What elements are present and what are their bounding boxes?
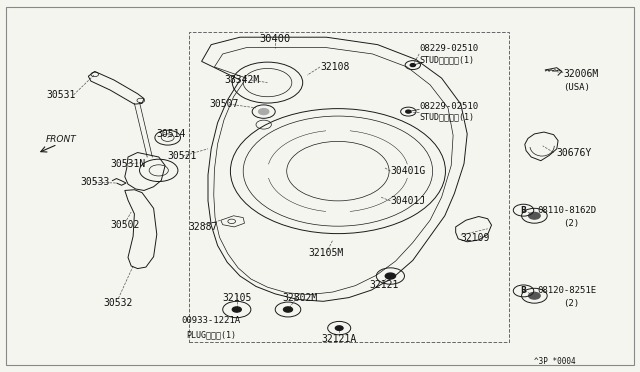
Circle shape: [284, 307, 292, 312]
Circle shape: [529, 212, 540, 219]
Text: 32105M: 32105M: [308, 248, 344, 258]
Circle shape: [335, 326, 343, 330]
Text: 30400: 30400: [260, 34, 291, 44]
Text: B: B: [521, 286, 526, 295]
Text: 30521: 30521: [168, 151, 197, 161]
Text: (2): (2): [563, 299, 579, 308]
Text: ^3P *0004: ^3P *0004: [534, 357, 576, 366]
Circle shape: [529, 292, 540, 299]
Circle shape: [232, 307, 241, 312]
Text: 32006M: 32006M: [563, 70, 598, 79]
Text: 30507: 30507: [209, 99, 239, 109]
Text: STUDスタッド(1): STUDスタッド(1): [419, 55, 474, 64]
Circle shape: [406, 110, 411, 113]
Text: PLUGプラグ(1): PLUGプラグ(1): [186, 330, 236, 339]
Text: (USA): (USA): [563, 83, 590, 92]
Text: 32121: 32121: [369, 280, 399, 289]
Text: STUDスタッド(1): STUDスタッド(1): [419, 113, 474, 122]
Text: B: B: [521, 206, 526, 215]
Text: 08120-8251E: 08120-8251E: [538, 286, 596, 295]
Text: 30401G: 30401G: [390, 166, 426, 176]
Text: 30531N: 30531N: [110, 159, 146, 169]
Text: 32105: 32105: [222, 293, 252, 302]
Text: 32109: 32109: [461, 233, 490, 243]
Text: 32108: 32108: [320, 62, 349, 72]
Circle shape: [259, 109, 269, 115]
Text: FRONT: FRONT: [45, 135, 76, 144]
Circle shape: [410, 64, 415, 67]
Text: 30401J: 30401J: [390, 196, 426, 206]
Text: 00933-1221A: 00933-1221A: [182, 316, 241, 325]
Text: (2): (2): [563, 219, 579, 228]
Text: 30514: 30514: [157, 129, 186, 139]
Text: 30533: 30533: [80, 177, 109, 187]
Text: 08110-8162D: 08110-8162D: [538, 206, 596, 215]
Text: 30502: 30502: [110, 220, 140, 230]
Text: 32887: 32887: [189, 222, 218, 232]
Text: 32121A: 32121A: [321, 334, 357, 344]
Text: 30532: 30532: [104, 298, 133, 308]
Text: 38342M: 38342M: [224, 75, 260, 85]
Text: 32802M: 32802M: [282, 293, 317, 302]
Circle shape: [385, 273, 396, 279]
Text: 08229-02510: 08229-02510: [419, 102, 478, 110]
Text: 30531: 30531: [46, 90, 76, 100]
Text: 30676Y: 30676Y: [557, 148, 592, 157]
Text: 08229-02510: 08229-02510: [419, 44, 478, 53]
